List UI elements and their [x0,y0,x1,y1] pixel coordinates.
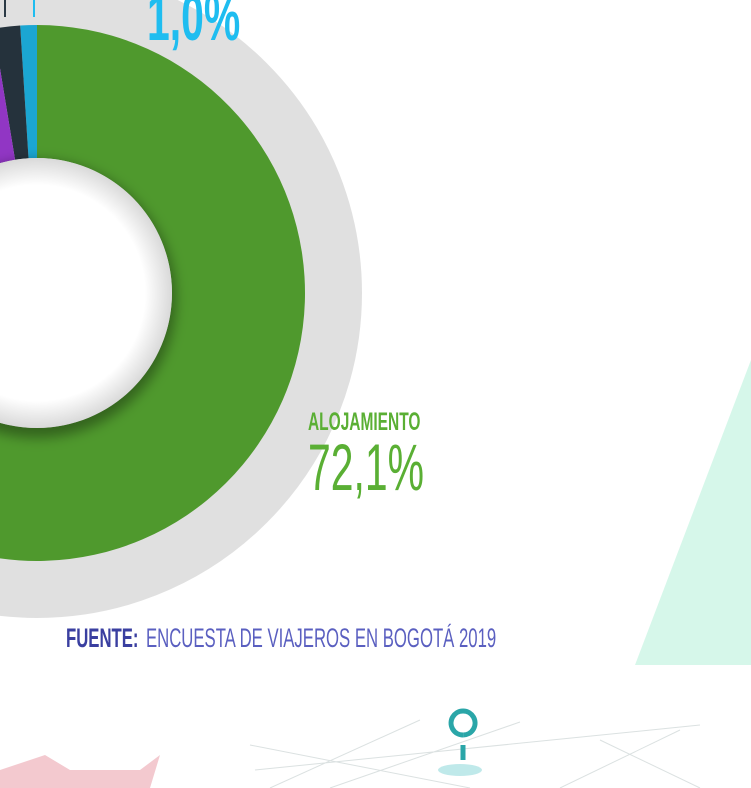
donut-chart [0,0,362,618]
location-icon [448,708,478,760]
plane-decoration [0,755,160,788]
pie-slice [20,25,37,159]
source-text: ENCUESTA DE VIAJEROS EN BOGOTÁ 2019 [146,623,496,653]
map-decoration [249,719,701,788]
hole [0,158,172,428]
location-shadow [438,764,482,776]
pie-slice [0,25,29,160]
value-label: 72,1% [308,430,424,505]
ring-shade [0,0,362,618]
category-label: ALOJAMIENTO [308,408,420,436]
background-triangle [635,360,751,665]
pie-slice [0,68,16,164]
source-label: FUENTE: [66,623,139,653]
value-label: 1,0% [147,0,240,54]
